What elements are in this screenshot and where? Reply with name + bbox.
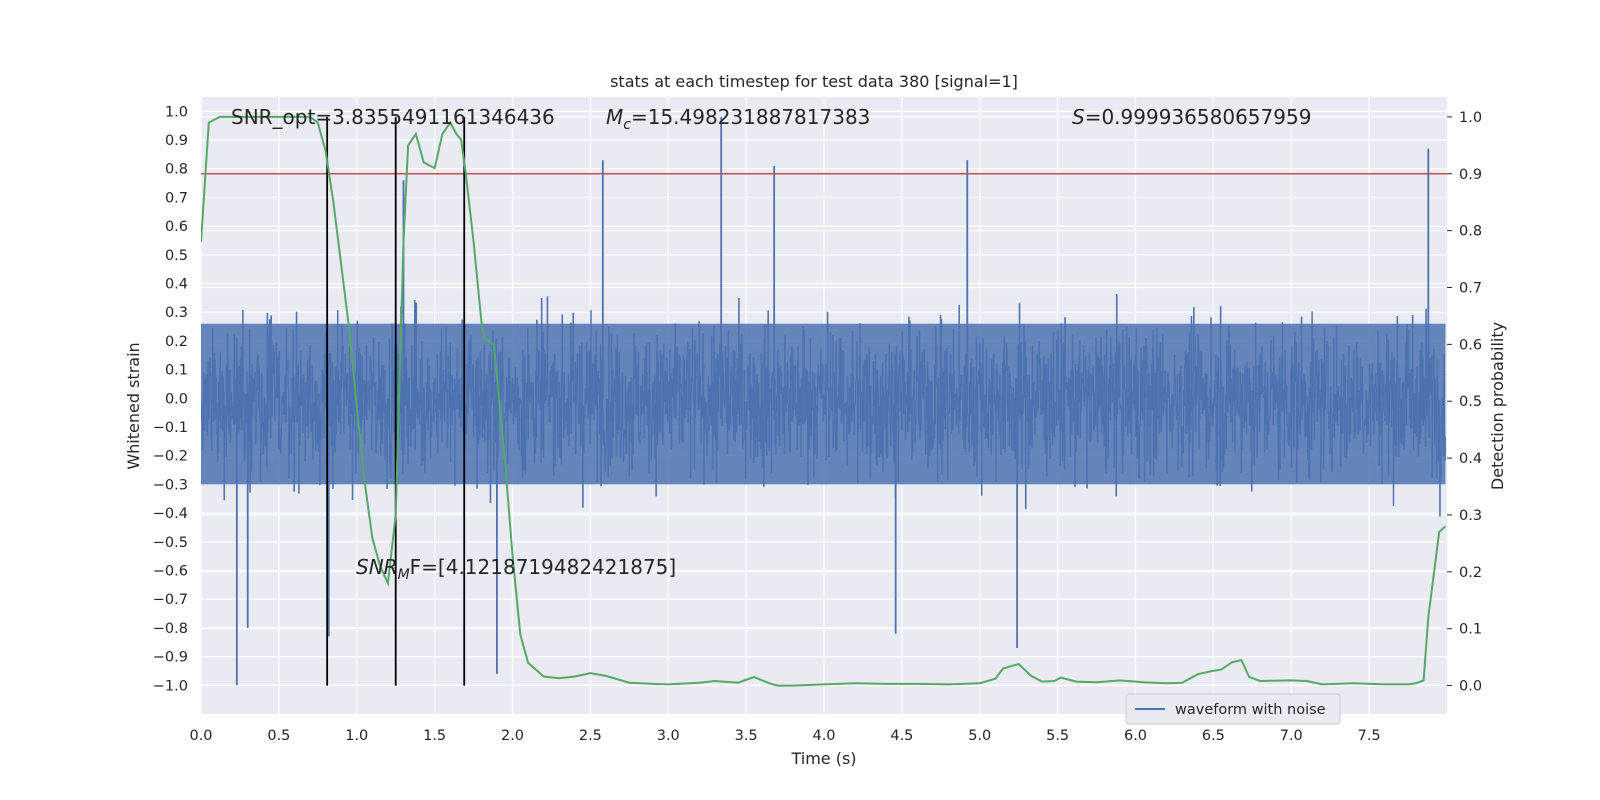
y-left-tick-2: 0.8: [165, 162, 188, 178]
x-tick-0: 0.0: [189, 728, 212, 744]
y-tick-labels-right: 1.0 0.9 0.8 0.7 0.6 0.5 0.4 0.3 0.2 0.1 0.0: [1447, 110, 1482, 695]
y-right-tick-0: 1.0: [1459, 110, 1482, 126]
y-left-tick-3: 0.7: [165, 190, 188, 206]
y-left-tick-20: −1.0: [153, 678, 188, 694]
y-right-tick-2: 0.8: [1459, 224, 1482, 240]
waveform-core: [201, 323, 1446, 485]
legend-box: [1125, 693, 1341, 725]
snr-opt-annotation: SNR_opt=3.8355491161346436: [231, 105, 555, 129]
y-right-tick-7: 0.3: [1459, 508, 1482, 524]
x-axis-label: Time (s): [790, 749, 856, 768]
legend: waveform with noise: [1125, 693, 1341, 725]
y-right-tick-4: 0.6: [1459, 337, 1482, 353]
x-tick-8: 4.0: [812, 728, 835, 744]
y-left-tick-11: −0.1: [153, 420, 188, 436]
y-right-tick-10: 0.0: [1459, 679, 1482, 695]
legend-label-waveform: waveform with noise: [1175, 702, 1326, 718]
y-left-tick-9: 0.1: [165, 363, 188, 379]
snr-mf-annotation: SNRMF=[4.1218719482421875]: [356, 555, 676, 583]
y-axis-label-left: Whitened strain: [124, 342, 143, 469]
y-left-tick-1: 0.9: [165, 133, 188, 149]
y-left-tick-16: −0.6: [153, 564, 188, 580]
vertical-marker-lines: [326, 116, 466, 686]
x-tick-15: 7.5: [1358, 728, 1381, 744]
y-axis-label-right: Detection probability: [1488, 322, 1507, 490]
y-left-tick-0: 1.0: [165, 104, 188, 120]
y-right-tick-5: 0.5: [1459, 394, 1482, 410]
y-left-tick-12: −0.2: [153, 449, 188, 465]
x-tick-4: 2.0: [501, 728, 524, 744]
y-left-tick-18: −0.8: [153, 621, 188, 637]
x-tick-3: 1.5: [423, 728, 446, 744]
x-tick-6: 3.0: [657, 728, 680, 744]
y-left-tick-14: −0.4: [153, 506, 188, 522]
x-tick-5: 2.5: [579, 728, 602, 744]
y-tick-labels-left: 1.0 0.9 0.8 0.7 0.6 0.5 0.4 0.3 0.2 0.1 0.0 −0.1 −0.…: [153, 104, 188, 694]
y-left-tick-4: 0.6: [165, 219, 188, 235]
y-left-tick-10: 0.0: [165, 391, 188, 407]
x-tick-13: 6.5: [1202, 728, 1225, 744]
x-tick-labels: 0.0 0.5 1.0 1.5 2.0 2.5 3.0 3.5 4.0 4.5 5.0 5.5 6.0 6…: [189, 728, 1380, 744]
x-tick-14: 7.0: [1280, 728, 1303, 744]
y-right-tick-6: 0.4: [1459, 451, 1482, 467]
x-tick-9: 4.5: [890, 728, 913, 744]
x-tick-7: 3.5: [735, 728, 758, 744]
y-left-tick-6: 0.4: [165, 277, 188, 293]
y-left-tick-8: 0.2: [165, 334, 188, 350]
detection-probability-line: [201, 115, 1447, 687]
x-tick-10: 5.0: [968, 728, 991, 744]
y-right-tick-3: 0.7: [1459, 281, 1482, 297]
y-left-tick-19: −0.9: [153, 650, 188, 666]
x-tick-11: 5.5: [1046, 728, 1069, 744]
waveform-series: [201, 117, 1446, 686]
chirp-mass-annotation: Mc=15.498231887817383: [606, 105, 870, 133]
y-left-tick-7: 0.3: [165, 305, 188, 321]
y-left-tick-15: −0.5: [153, 535, 188, 551]
x-tick-1: 0.5: [267, 728, 290, 744]
x-tick-12: 6.0: [1124, 728, 1147, 744]
y-left-tick-17: −0.7: [153, 592, 188, 608]
y-right-tick-1: 0.9: [1459, 167, 1482, 183]
y-left-tick-13: −0.3: [153, 477, 188, 493]
y-left-tick-5: 0.5: [165, 248, 188, 264]
y-right-tick-9: 0.1: [1459, 622, 1482, 638]
chart-title: stats at each timestep for test data 380…: [610, 72, 1018, 91]
s-value-annotation: S=0.999936580657959: [1072, 105, 1311, 129]
y-right-tick-8: 0.2: [1459, 565, 1482, 581]
x-tick-2: 1.0: [345, 728, 368, 744]
